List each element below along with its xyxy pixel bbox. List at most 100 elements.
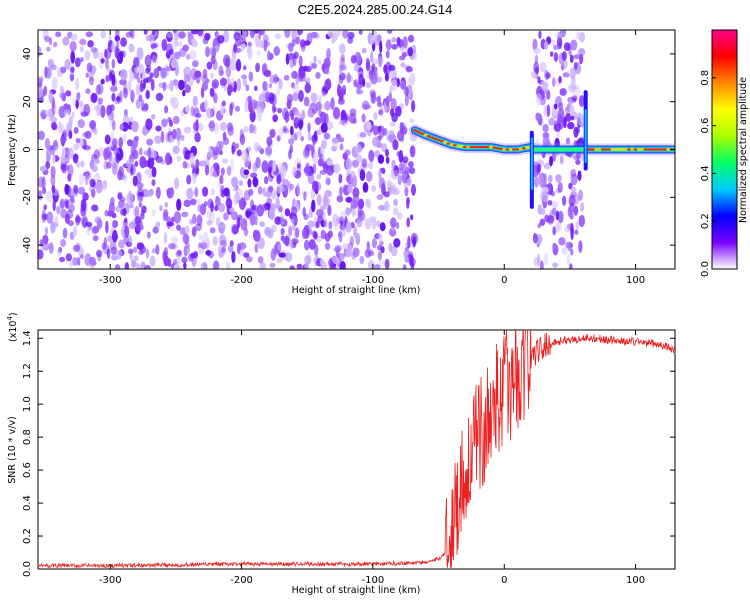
noise-blob xyxy=(239,166,246,178)
signal-peak xyxy=(600,148,605,151)
noise-blob xyxy=(339,210,347,222)
noise-blob xyxy=(160,130,165,144)
noise-blob xyxy=(176,224,181,231)
noise-blob xyxy=(190,252,196,259)
noise-blob xyxy=(127,248,134,255)
noise-blob xyxy=(340,119,348,127)
noise-blob xyxy=(561,246,568,256)
noise-blob xyxy=(203,262,208,269)
noise-blob xyxy=(149,72,154,79)
noise-blob xyxy=(219,150,223,156)
noise-blob xyxy=(333,163,341,174)
noise-blob xyxy=(341,84,347,94)
noise-blob xyxy=(119,123,124,131)
noise-blob xyxy=(205,46,210,58)
noise-blob xyxy=(80,160,85,168)
signal-peak xyxy=(653,148,658,151)
noise-blob xyxy=(69,40,77,52)
noise-blob xyxy=(307,212,314,218)
noise-blob xyxy=(377,95,382,106)
noise-blob xyxy=(315,220,320,229)
noise-blob xyxy=(325,68,330,75)
noise-blob xyxy=(263,176,269,185)
noise-blob xyxy=(258,30,262,40)
noise-blob xyxy=(310,102,317,108)
signal-peak xyxy=(492,146,497,149)
noise-blob xyxy=(96,103,102,116)
noise-blob xyxy=(62,36,70,46)
noise-blob xyxy=(176,155,182,162)
noise-blob xyxy=(178,79,185,91)
noise-blob xyxy=(207,145,212,158)
noise-blob xyxy=(296,263,303,269)
noise-blob xyxy=(114,98,121,105)
noise-blob xyxy=(218,65,224,77)
noise-blob xyxy=(60,163,67,171)
noise-blob xyxy=(346,72,351,84)
noise-blob xyxy=(297,69,304,82)
snr-panel: -300 -200 -100 0 100 0.0 0.2 0.4 0.6 0.8 1.0 1.2 1.4… xyxy=(6,312,676,596)
noise-blob xyxy=(212,170,220,178)
noise-blob xyxy=(379,40,383,54)
noise-blob xyxy=(293,116,300,124)
noise-blob xyxy=(373,264,381,269)
noise-blob xyxy=(321,90,327,97)
noise-blob xyxy=(49,116,58,123)
noise-blob xyxy=(209,227,216,234)
noise-blob xyxy=(155,186,161,199)
noise-blob xyxy=(226,165,232,176)
noise-blob xyxy=(336,217,341,223)
noise-blob xyxy=(83,145,91,151)
noise-blob xyxy=(546,90,551,100)
noise-blob xyxy=(557,113,563,127)
noise-blob xyxy=(316,173,322,180)
noise-blob xyxy=(295,35,300,45)
noise-blob xyxy=(189,50,197,60)
noise-blob xyxy=(336,195,344,203)
noise-blob xyxy=(125,31,133,38)
noise-blob xyxy=(378,204,386,211)
noise-blob xyxy=(79,38,87,46)
noise-blob xyxy=(345,158,353,170)
noise-blob xyxy=(557,31,562,45)
noise-blob xyxy=(50,221,56,234)
noise-blob xyxy=(334,244,342,252)
noise-blob xyxy=(338,90,344,102)
snr-ticks: -300 -200 -100 0 100 0.0 0.2 0.4 0.6 0.8 1.0 1.2 1.4 xyxy=(22,330,675,586)
noise-blob xyxy=(100,105,106,118)
noise-blob xyxy=(262,80,268,91)
noise-blob xyxy=(38,78,43,87)
noise-blob xyxy=(342,243,350,251)
noise-blob xyxy=(253,229,261,242)
noise-blob xyxy=(155,125,162,132)
noise-blob xyxy=(334,30,341,37)
signal-peak xyxy=(498,147,503,151)
colorbar-tick-label: 0.8 xyxy=(700,70,711,86)
noise-blob xyxy=(182,161,188,169)
noise-blob xyxy=(276,257,283,264)
noise-blob xyxy=(246,45,252,55)
noise-blob xyxy=(44,226,49,236)
y-tick-label: -40 xyxy=(22,237,33,253)
noise-blob xyxy=(392,184,397,196)
noise-blob xyxy=(104,48,108,59)
noise-blob xyxy=(570,115,575,121)
signal-peak xyxy=(666,148,671,151)
noise-blob xyxy=(134,135,140,141)
noise-blob xyxy=(72,256,78,266)
noise-blob xyxy=(553,52,559,62)
noise-blob xyxy=(578,240,583,253)
noise-blob xyxy=(388,64,396,71)
noise-blob xyxy=(146,138,154,146)
signal-peak xyxy=(663,148,668,151)
noise-blob xyxy=(184,241,190,248)
noise-blob xyxy=(75,214,81,226)
noise-blob xyxy=(145,34,153,42)
noise-blob xyxy=(278,127,284,138)
signal-peak xyxy=(459,145,464,148)
noise-blob xyxy=(221,100,226,107)
noise-blob xyxy=(124,217,128,223)
noise-blob xyxy=(547,200,553,206)
noise-blob xyxy=(106,235,113,243)
noise-blob xyxy=(321,139,327,149)
